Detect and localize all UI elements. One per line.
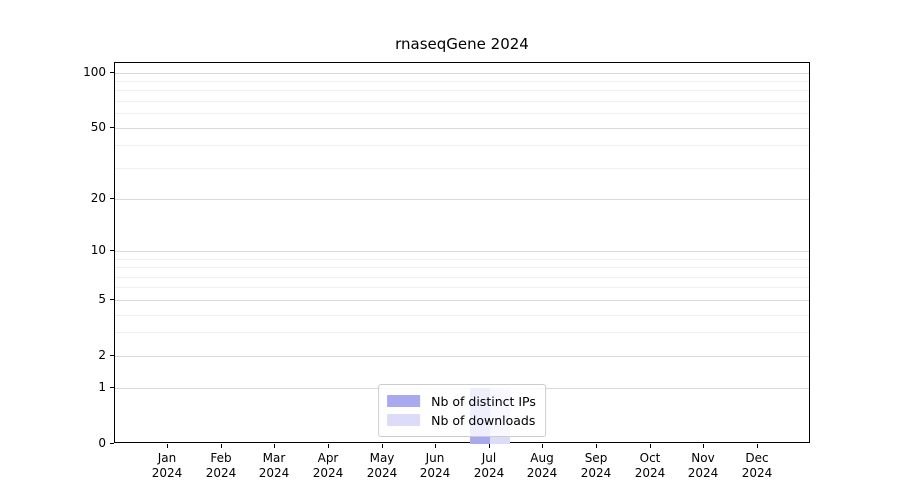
y-tick-label-100: 100: [83, 65, 106, 79]
x-tick-mark-6: [489, 444, 490, 448]
minor-gridline-9: [115, 259, 809, 260]
major-gridline-2: [115, 356, 809, 357]
legend-label-downloads: Nb of downloads: [431, 412, 536, 428]
legend-row-distinct-ips: Nb of distinct IPs: [387, 392, 536, 410]
x-tick-label-jun-2024: Jun 2024: [419, 451, 451, 480]
x-tick-label-jan-2024: Jan 2024: [151, 451, 183, 480]
y-tick-label-0: 0: [98, 436, 106, 450]
x-tick-mark-10: [703, 444, 704, 448]
minor-gridline-3: [115, 332, 809, 333]
minor-gridline-60: [115, 113, 809, 114]
minor-gridline-90: [115, 81, 809, 82]
x-tick-label-aug-2024: Aug 2024: [526, 451, 558, 480]
major-gridline-20: [115, 199, 809, 200]
minor-gridline-40: [115, 145, 809, 146]
legend: Nb of distinct IPs Nb of downloads: [378, 384, 546, 437]
y-tick-label-1: 1: [98, 380, 106, 394]
y-tick-label-10: 10: [90, 243, 106, 257]
x-tick-mark-0: [167, 444, 168, 448]
x-tick-label-jul-2024: Jul 2024: [473, 451, 505, 480]
minor-gridline-30: [115, 168, 809, 169]
x-tick-label-nov-2024: Nov 2024: [687, 451, 719, 480]
y-tick-label-2: 2: [98, 348, 106, 362]
y-tick-mark-20: [110, 198, 114, 199]
minor-gridline-6: [115, 287, 809, 288]
y-tick-mark-100: [110, 72, 114, 73]
x-tick-label-feb-2024: Feb 2024: [205, 451, 237, 480]
y-tick-label-5: 5: [98, 292, 106, 306]
legend-swatch-downloads-icon: [387, 414, 421, 426]
minor-gridline-4: [115, 315, 809, 316]
x-tick-mark-1: [221, 444, 222, 448]
x-tick-label-apr-2024: Apr 2024: [312, 451, 344, 480]
x-tick-mark-4: [382, 444, 383, 448]
x-tick-mark-3: [328, 444, 329, 448]
x-tick-label-sep-2024: Sep 2024: [580, 451, 612, 480]
major-gridline-10: [115, 251, 809, 252]
chart-title: rnaseqGene 2024: [395, 35, 529, 53]
y-tick-mark-5: [110, 299, 114, 300]
minor-gridline-8: [115, 267, 809, 268]
y-tick-label-20: 20: [90, 191, 106, 205]
y-tick-mark-0: [110, 443, 114, 444]
x-tick-mark-7: [542, 444, 543, 448]
major-gridline-50: [115, 128, 809, 129]
minor-gridline-70: [115, 101, 809, 102]
x-tick-mark-8: [596, 444, 597, 448]
legend-swatch-distinct-ips-icon: [387, 395, 421, 407]
legend-label-distinct-ips: Nb of distinct IPs: [431, 393, 536, 409]
plot-area: Nb of distinct IPs Nb of downloads: [114, 62, 810, 444]
legend-row-downloads: Nb of downloads: [387, 411, 536, 429]
major-gridline-100: [115, 73, 809, 74]
y-tick-label-50: 50: [90, 120, 106, 134]
x-tick-label-may-2024: May 2024: [366, 451, 398, 480]
major-gridline-5: [115, 300, 809, 301]
y-tick-mark-50: [110, 127, 114, 128]
y-tick-mark-2: [110, 355, 114, 356]
x-tick-mark-5: [435, 444, 436, 448]
minor-gridline-7: [115, 277, 809, 278]
y-tick-mark-1: [110, 387, 114, 388]
x-tick-mark-9: [650, 444, 651, 448]
x-tick-mark-2: [274, 444, 275, 448]
x-tick-label-oct-2024: Oct 2024: [634, 451, 666, 480]
x-tick-label-dec-2024: Dec 2024: [741, 451, 773, 480]
x-tick-label-mar-2024: Mar 2024: [258, 451, 290, 480]
minor-gridline-80: [115, 90, 809, 91]
x-tick-mark-11: [757, 444, 758, 448]
y-tick-mark-10: [110, 250, 114, 251]
